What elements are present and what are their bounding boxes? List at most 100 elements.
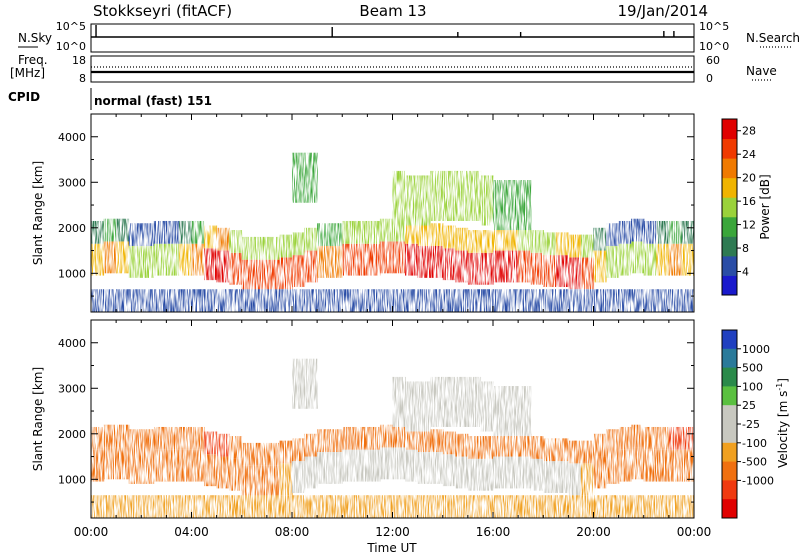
velocity-cell <box>204 431 218 455</box>
power-cell <box>266 236 281 260</box>
power-cell <box>493 180 507 231</box>
power-cell <box>141 246 155 278</box>
velocity-cell <box>505 495 519 518</box>
velocity-cell <box>455 456 469 489</box>
velocity-cell <box>405 426 419 450</box>
nsky-trace <box>91 25 694 38</box>
velocity-colorbar-swatch <box>722 480 737 500</box>
power-colorbar-swatch <box>722 216 737 237</box>
velocity-colorbar-tick: 100 <box>742 380 763 393</box>
velocity-ytick-label: 4000 <box>58 337 86 350</box>
power-cell <box>178 289 193 312</box>
velocity-cell <box>379 495 394 518</box>
velocity-cell <box>568 463 582 496</box>
velocity-colorbar-swatch <box>722 424 737 444</box>
power-cell <box>141 223 155 246</box>
velocity-cell <box>543 438 557 462</box>
power-cell <box>241 259 255 292</box>
velocity-cell <box>467 458 482 491</box>
power-cell <box>442 170 456 221</box>
power-cell <box>279 234 293 258</box>
power-ytick-label: 2000 <box>58 222 86 235</box>
power-cell <box>543 289 557 312</box>
power-cell <box>643 243 657 276</box>
power-cell <box>342 289 356 312</box>
velocity-cell <box>392 424 406 448</box>
freq-tick-top: 18 <box>72 54 86 67</box>
power-cell <box>467 289 482 312</box>
power-cell <box>166 289 180 312</box>
power-cell <box>631 218 645 242</box>
power-cell <box>116 218 130 242</box>
velocity-cell <box>555 495 569 518</box>
velocity-cell <box>279 440 293 464</box>
power-cell <box>455 170 469 221</box>
power-cell <box>91 220 105 244</box>
velocity-cell <box>555 438 569 462</box>
velocity-cell <box>593 456 607 489</box>
power-cell <box>518 180 532 231</box>
power-cell <box>405 243 419 276</box>
velocity-cell <box>128 495 142 518</box>
velocity-cell <box>342 426 356 450</box>
power-cell <box>91 243 105 276</box>
power-cell <box>229 252 243 285</box>
velocity-colorbar-swatch <box>722 348 737 369</box>
power-cell <box>505 227 519 251</box>
nave-tick-bottom: 0 <box>706 72 713 85</box>
power-cell <box>480 175 494 226</box>
xtick-label: 20:00 <box>576 525 611 539</box>
velocity-colorbar-tick: -500 <box>742 456 767 469</box>
power-cell <box>580 257 595 290</box>
velocity-cell <box>292 461 306 493</box>
power-cell <box>153 289 167 312</box>
velocity-cell <box>266 465 281 498</box>
power-cell <box>178 220 193 244</box>
power-cell <box>656 220 670 244</box>
power-cell <box>681 220 694 244</box>
velocity-cell <box>405 381 419 432</box>
velocity-cell <box>480 495 494 518</box>
power-colorbar-swatch <box>722 255 737 276</box>
power-cell <box>342 220 356 244</box>
power-cell <box>493 289 507 312</box>
velocity-cell <box>656 449 670 482</box>
power-cell <box>493 250 507 283</box>
velocity-cell <box>668 449 683 482</box>
power-cell <box>543 255 557 287</box>
velocity-cell <box>392 447 406 480</box>
velocity-cell <box>580 463 595 496</box>
nave-tick-top: 60 <box>706 54 720 67</box>
power-cell <box>254 236 268 260</box>
velocity-cell <box>178 449 193 482</box>
power-cell <box>392 218 406 242</box>
power-cell <box>593 289 607 312</box>
velocity-cell <box>128 429 142 452</box>
power-cell <box>593 227 607 251</box>
velocity-cell <box>241 442 255 466</box>
power-colorbar-swatch <box>722 236 737 257</box>
velocity-cell <box>342 449 356 482</box>
velocity-colorbar-tick: 500 <box>742 362 763 375</box>
velocity-ytick-label: 3000 <box>58 382 86 395</box>
velocity-cell <box>128 452 142 484</box>
velocity-cell <box>292 495 306 518</box>
power-cell <box>216 227 230 251</box>
velocity-cell <box>442 431 456 455</box>
velocity-cell <box>606 429 620 452</box>
velocity-cell <box>430 429 444 452</box>
velocity-cell <box>367 449 381 482</box>
power-cell <box>455 250 469 283</box>
velocity-cell <box>317 429 331 452</box>
velocity-cell <box>568 440 582 464</box>
xtick-label: 16:00 <box>476 525 511 539</box>
power-colorbar-swatch <box>722 275 737 296</box>
velocity-colorbar-swatch <box>722 367 737 387</box>
velocity-cell <box>631 424 645 448</box>
velocity-cell <box>266 495 281 518</box>
power-cell <box>430 289 444 312</box>
power-cell <box>606 246 620 278</box>
power-cell <box>417 246 431 278</box>
power-cell <box>643 220 657 244</box>
velocity-cell <box>178 495 193 518</box>
